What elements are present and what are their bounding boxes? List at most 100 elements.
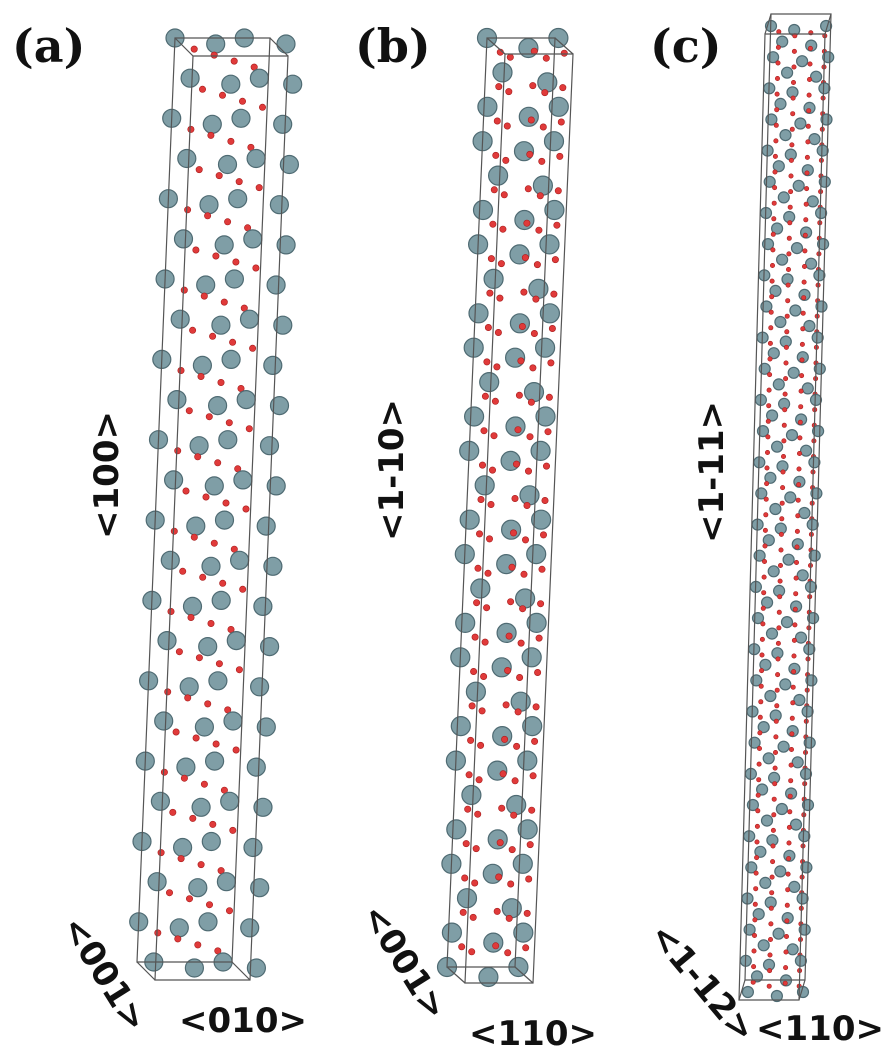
panel-a-metal-atom-11 — [283, 74, 303, 94]
panel-b-oxygen-atom-110 — [475, 530, 483, 538]
panel-b-oxygen-atom-160 — [531, 737, 539, 745]
panel-a-metal-atom-147 — [246, 757, 266, 777]
panel-c-oxygen-atom-347 — [754, 855, 760, 861]
panel-b-oxygen-atom-87 — [480, 427, 488, 435]
panel-b-oxygen-atom-68 — [548, 324, 556, 332]
panel-a-metal-atom-90 — [233, 470, 253, 490]
panel-c-oxygen-atom-341 — [754, 839, 760, 845]
panel-c-metal-atom-145 — [813, 362, 826, 375]
panel-a-metal-atom-169 — [188, 878, 208, 898]
panel-c-oxygen-atom-121 — [784, 313, 790, 319]
panel-c-oxygen-atom-146 — [767, 372, 773, 378]
panel-b-oxygen-atom-143 — [504, 666, 512, 674]
panel-c-oxygen-atom-200 — [795, 497, 801, 503]
panel-c-oxygen-atom-23 — [790, 80, 796, 86]
panel-c-oxygen-atom-252 — [792, 622, 798, 628]
panel-a-bottom-right-axis-label: <010> — [179, 1001, 307, 1041]
panel-c-oxygen-atom-316 — [772, 781, 778, 787]
panel-a-metal-atom-155 — [253, 797, 273, 817]
panel-a-metal-atom-97 — [186, 516, 206, 536]
panel-b-oxygen-atom-43 — [523, 219, 531, 227]
panel-c-oxygen-atom-172 — [765, 434, 771, 440]
panel-c-oxygen-atom-393 — [751, 964, 757, 970]
panel-c-oxygen-atom-178 — [764, 449, 770, 455]
panel-b-metal-atom-40 — [544, 199, 565, 221]
panel-b-oxygen-atom-103 — [487, 500, 495, 508]
panel-a-metal-atom-168 — [147, 872, 167, 892]
panel-a-vertical-axis-label: <100> — [87, 411, 127, 539]
panel-b-metal-atom-109 — [530, 509, 552, 530]
panel-b-metal-atom-15 — [477, 96, 498, 117]
panel-c-oxygen-atom-154 — [798, 388, 804, 394]
panel-a-oxygen-atom-21 — [207, 131, 215, 139]
panel-b-metal-atom-107 — [459, 509, 480, 530]
panel-a-metal-atom-17 — [202, 114, 222, 134]
panel-c-oxygen-atom-232 — [793, 575, 799, 581]
panel-c-oxygen-atom-173 — [781, 438, 787, 444]
panel-a-oxygen-atom-29 — [215, 172, 223, 180]
panel-a-metal-atom-178 — [198, 912, 218, 932]
panel-b-oxygen-atom-58 — [520, 288, 528, 296]
panel-c-oxygen-atom-127 — [784, 329, 790, 335]
panel-a-cell-edge-3 — [231, 961, 251, 981]
panel-b-oxygen-atom-76 — [547, 359, 555, 367]
panel-a-metal-atom-67 — [263, 355, 283, 375]
panel-b-oxygen-atom-119 — [484, 569, 492, 577]
panel-b-metal-atom-61 — [468, 303, 489, 324]
panel-a-metal-atom-50 — [224, 269, 244, 289]
panel-b-oxygen-atom-14 — [559, 84, 567, 92]
panel-b-oxygen-atom-79 — [481, 392, 489, 400]
panel-b-oxygen-atom-190 — [507, 880, 515, 888]
panel-b-oxygen-atom-197 — [505, 914, 513, 922]
panel-c-oxygen-atom-191 — [764, 481, 770, 487]
panel-b-oxygen-atom-112 — [509, 529, 517, 537]
panel-b-oxygen-atom-96 — [488, 466, 496, 474]
panel-c-oxygen-atom-342 — [770, 843, 776, 849]
panel-b-oxygen-atom-26 — [492, 151, 500, 159]
panel-b-metal-atom-16 — [518, 106, 539, 127]
panel-c-bottom-left-axis-label: <1-12> — [641, 916, 763, 1051]
panel-a-metal-atom-106 — [230, 550, 250, 570]
panel-a-oxygen-atom-109 — [199, 573, 207, 581]
panel-a-oxygen-atom-63 — [249, 344, 257, 352]
panel-a-oxygen-atom-70 — [217, 378, 225, 386]
panel-b-oxygen-atom-72 — [483, 358, 491, 366]
panel-c-oxygen-atom-128 — [800, 326, 806, 332]
panel-c-oxygen-atom-245 — [792, 606, 798, 612]
panel-b-oxygen-atom-198 — [523, 909, 531, 917]
panel-a-oxygen-atom-116 — [167, 607, 175, 615]
panel-c-metal-atom-66 — [792, 179, 805, 192]
panel-c-oxygen-atom-192 — [780, 485, 786, 491]
panel-b-oxygen-atom-19 — [503, 122, 511, 130]
panel-c-oxygen-atom-186 — [780, 469, 786, 475]
panel-a-metal-atom-99 — [256, 516, 276, 536]
panel-c-oxygen-atom-57 — [804, 154, 810, 160]
panel-a-metal-atom-145 — [176, 757, 196, 777]
panel-a-metal-atom-104 — [160, 550, 180, 570]
panel-b-oxygen-atom-59 — [532, 295, 540, 303]
panel-c-metal-atom-202 — [769, 502, 782, 516]
panel-c-metal-atom-319 — [755, 783, 769, 796]
panel-a-oxygen-atom-166 — [197, 861, 205, 869]
panel-a-metal-atom-170 — [216, 872, 236, 892]
panel-c-oxygen-atom-199 — [779, 500, 785, 506]
panel-a-oxygen-atom-157 — [189, 814, 197, 822]
panel-a-metal-atom-43 — [276, 235, 296, 255]
panel-c-oxygen-atom-224 — [761, 558, 767, 564]
panel-c-oxygen-atom-343 — [786, 840, 792, 846]
panel-b-oxygen-atom-183 — [526, 841, 534, 849]
panel-a-metal-atom-154 — [220, 791, 240, 811]
panel-c-oxygen-atom-297 — [789, 731, 795, 737]
panel-c-oxygen-atom-185 — [764, 465, 770, 471]
panel-c-metal-atom-229 — [796, 569, 809, 582]
panel-a-oxygen-atom-101 — [190, 533, 198, 541]
panel-b-oxygen-atom-30 — [556, 152, 564, 160]
panel-b-oxygen-atom-11 — [505, 88, 513, 96]
panel-c-oxygen-atom-31 — [806, 92, 812, 98]
panel-c-oxygen-atom-354 — [753, 870, 759, 876]
panel-b-oxygen-atom-82 — [527, 398, 535, 406]
panel-c-oxygen-atom-296 — [773, 734, 779, 740]
panel-c-oxygen-atom-115 — [801, 295, 807, 301]
panel-b-metal-atom-177 — [487, 829, 508, 850]
panel-b-metal-atom-192 — [456, 888, 478, 909]
